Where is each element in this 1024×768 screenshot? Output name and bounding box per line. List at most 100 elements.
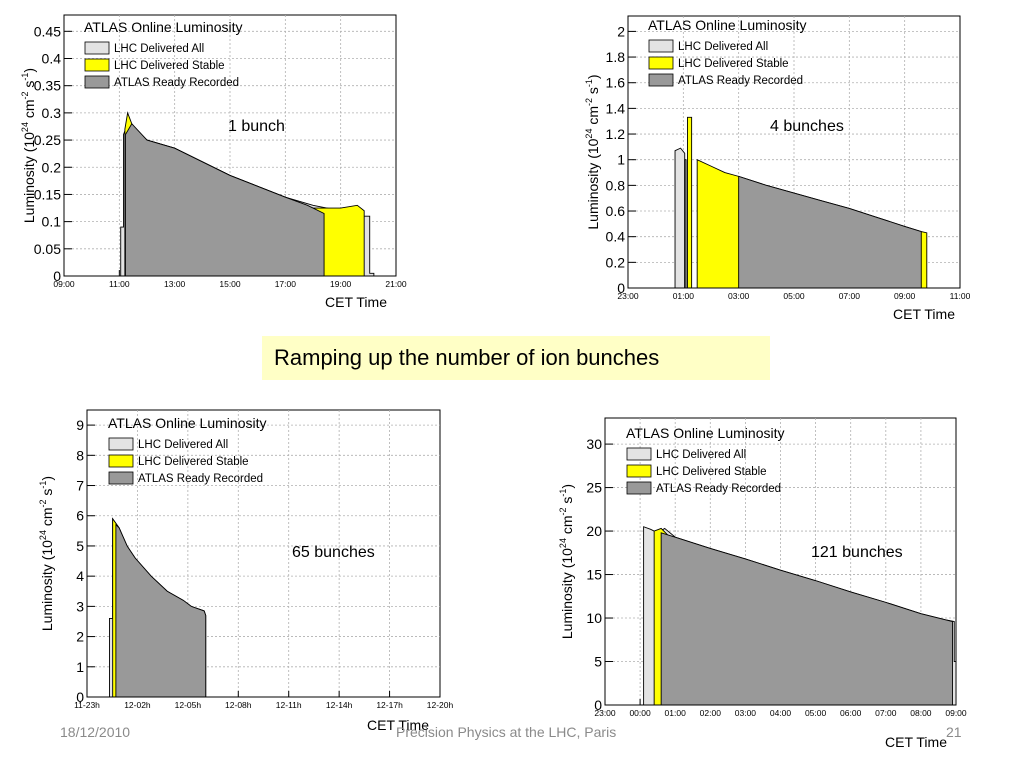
y-axis-label-exponent: -1 [584,79,594,87]
y-tick-label-2: 2 [617,23,625,39]
y-tick-label-5: 5 [594,654,602,670]
y-tick-label-15: 15 [586,567,602,583]
y-axis-label-part: ) [21,68,37,73]
y-axis-label-part: cm [585,106,601,129]
y-axis-label-part: cm [559,515,575,538]
legend-entry-lhc-delivered-stable: LHC Delivered Stable [656,466,767,478]
y-tick-label-9: 9 [76,417,84,433]
x-tick-label-01-00: 01:00 [665,708,687,718]
y-tick-label-0-6: 0.6 [606,203,626,219]
legend-title: ATLAS Online Luminosity [84,19,242,35]
y-tick-label-1-2: 1.2 [606,126,626,142]
x-tick-label-07-00: 07:00 [875,708,897,718]
annotation-4-bunches: 4 bunches [770,118,844,135]
y-tick-label-1-8: 1.8 [606,49,626,65]
x-tick-label-17-00: 17:00 [275,279,297,289]
x-tick-label-23-00: 23:00 [594,708,616,718]
legend-entry-lhc-delivered-all: LHC Delivered All [656,449,746,461]
x-tick-label-12-08h: 12-08h [225,700,252,710]
legend-entry-lhc-delivered-stable: LHC Delivered Stable [114,60,225,72]
x-tick-label-19-00: 19:00 [330,279,352,289]
y-axis-label: Luminosity (1024 cm-2 s-1) [558,484,575,639]
slide-banner: Ramping up the number of ion bunches [262,336,770,380]
y-tick-label-7: 7 [76,478,84,494]
y-tick-label-30: 30 [586,436,602,452]
legend-title: ATLAS Online Luminosity [626,425,784,441]
x-tick-label-12-11h: 12-11h [276,700,302,710]
y-tick-label-0-8: 0.8 [606,177,626,193]
y-axis-label-part: ) [39,476,55,481]
legend-swatch-lhc-delivered-stable [626,464,652,478]
legend-swatch-atlas-ready-recorded [626,481,652,495]
y-axis-label-part: s [585,87,601,98]
chart-svg: 23:00 01:00 03:00 05:00 07:00 09:00 11:00 0 0.2 0… [584,15,971,322]
footer-date: 18/12/2010 [60,724,131,740]
legend-swatch-lhc-delivered-all [84,41,110,55]
legend-entry-atlas-ready-recorded: ATLAS Ready Recorded [656,483,781,495]
legend-entry-lhc-delivered-stable: LHC Delivered Stable [678,58,789,70]
y-tick-label-0-45: 0.45 [34,23,61,39]
y-tick-label-0-1: 0.1 [42,214,62,230]
y-axis-label-exponent: 24 [558,538,568,548]
x-tick-label-09-00: 09:00 [894,291,916,301]
annotation-65-bunches: 65 bunches [292,544,375,561]
legend-entry-lhc-delivered-all: LHC Delivered All [114,43,204,55]
x-tick-label-11-23h: 11-23h [74,700,100,710]
x-tick-label-12-02h: 12-02h [124,700,151,710]
annotation-1-bunch: 1 bunch [228,118,285,135]
y-axis-label-exponent: -2 [558,507,568,515]
x-tick-label-11-00: 11:00 [950,291,971,301]
legend-swatch-lhc-delivered-stable [108,454,134,468]
legend-swatch-atlas-ready-recorded [108,471,134,485]
legend-entry-lhc-delivered-stable: LHC Delivered Stable [138,456,249,468]
y-tick-label-8: 8 [76,447,84,463]
y-tick-label-0-4: 0.4 [606,229,626,245]
y-axis-label-part: ) [559,484,575,489]
y-tick-label-25: 25 [586,480,602,496]
x-axis-label: CET Time [885,734,947,750]
chart-4-bunches: 23:00 01:00 03:00 05:00 07:00 09:00 11:00 0 0.2 0… [560,0,1000,330]
series-delivered-all [674,147,686,289]
chart-svg: 09:00 11:00 13:00 15:00 17:00 19:00 21:00 0 0.05… [20,14,407,310]
x-tick-label-05-00: 05:00 [805,708,827,718]
x-tick-label-21-00: 21:00 [385,279,407,289]
y-axis-label-part: s [39,489,55,500]
legend-entry-atlas-ready-recorded: ATLAS Ready Recorded [138,473,263,485]
y-tick-label-1: 1 [76,659,84,675]
x-tick-label-03-00: 03:00 [728,291,750,301]
legend-swatch-atlas-ready-recorded [648,73,674,87]
series-ready-recorded [684,159,922,289]
x-axis-label: CET Time [367,717,429,733]
y-tick-label-0-15: 0.15 [34,186,61,202]
series-ready-recorded [115,523,207,698]
y-axis-label-part: Luminosity (10 [21,132,37,223]
x-tick-label-03-00: 03:00 [735,708,757,718]
y-tick-label-10: 10 [586,610,602,626]
legend-swatch-lhc-delivered-stable [84,58,110,72]
x-tick-label-23-00: 23:00 [617,291,639,301]
y-axis-label-exponent: -1 [38,481,48,489]
y-axis-label-exponent: -2 [38,499,48,507]
y-axis-label: Luminosity (1024 cm-2 s-1) [38,476,55,631]
y-tick-label-1-4: 1.4 [606,100,626,116]
legend-swatch-lhc-delivered-all [626,447,652,461]
y-axis-label-exponent: -1 [20,73,30,81]
y-tick-label-1-6: 1.6 [606,75,626,91]
y-axis-label-part: s [21,81,37,92]
y-tick-label-4: 4 [76,568,84,584]
y-tick-label-2: 2 [76,629,84,645]
x-tick-label-12-05h: 12-05h [175,700,202,710]
x-tick-label-09-00: 09:00 [53,279,75,289]
y-axis-label-part: Luminosity (10 [559,548,575,639]
footer-page-number: 21 [946,724,962,740]
legend-entry-lhc-delivered-all: LHC Delivered All [678,41,768,53]
y-tick-label-0-25: 0.25 [34,132,61,148]
chart-121-bunches: 23:00 00:00 01:00 02:00 03:00 04:00 05:00 06:00… [548,408,988,758]
x-tick-label-06-00: 06:00 [840,708,862,718]
chart-1-bunch: 09:00 11:00 13:00 15:00 17:00 19:00 21:00 0 0.05… [0,0,420,320]
x-tick-label-15-00: 15:00 [219,279,241,289]
legend-swatch-lhc-delivered-all [648,39,674,53]
y-axis-label-exponent: 24 [20,122,30,132]
y-tick-label-0-2: 0.2 [606,254,626,270]
x-tick-label-12-14h: 12-14h [326,700,353,710]
